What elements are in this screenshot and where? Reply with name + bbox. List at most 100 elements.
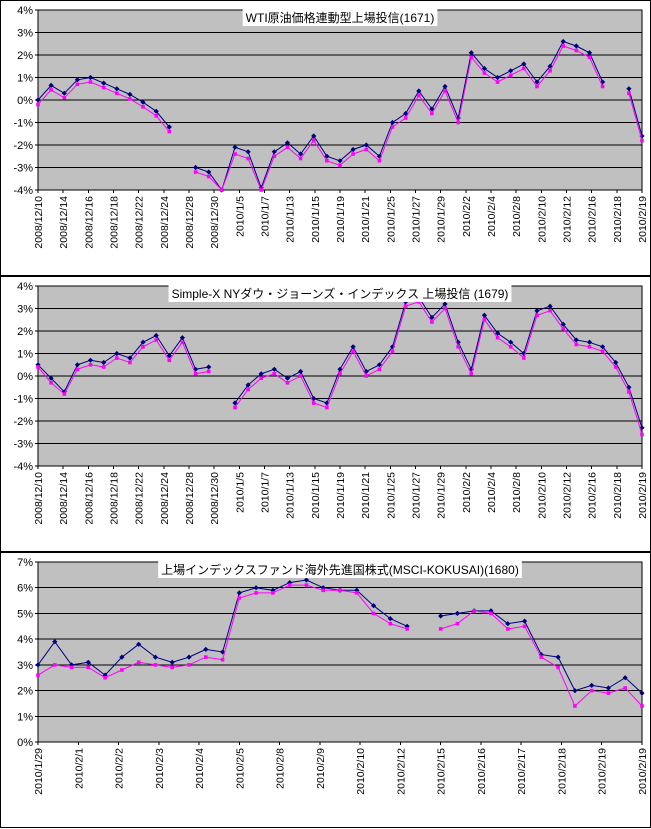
series-marker-diamond (376, 362, 382, 368)
y-tick-label: 3% (17, 660, 33, 672)
x-tick-label: 2010/1/15 (310, 196, 322, 243)
series-marker-square (482, 71, 487, 75)
y-tick-label: 0% (17, 95, 33, 107)
series-marker-square (417, 93, 421, 98)
series-marker-square (522, 66, 526, 71)
y-tick-label: -4% (13, 461, 33, 473)
x-tick-label: 2010/2/1 (73, 748, 85, 789)
series-marker-square (101, 365, 106, 369)
y-tick-label: 4% (17, 281, 33, 293)
series-marker-square (298, 374, 303, 378)
x-tick-label: 2010/1/29 (436, 472, 448, 519)
series-marker-square (36, 365, 40, 369)
y-tick-label: 4% (17, 634, 33, 646)
series-marker-diamond (495, 74, 501, 81)
y-tick-label: -3% (13, 163, 33, 175)
series-marker-square (36, 673, 40, 677)
series-marker-diamond (573, 337, 579, 343)
series-marker-square (49, 88, 53, 92)
y-tick-label: -3% (13, 439, 33, 451)
series-line (195, 40, 604, 192)
series-marker-square (613, 365, 618, 369)
series-marker-diamond (311, 133, 317, 139)
series-marker-square (351, 349, 355, 354)
series-2 (36, 44, 644, 192)
series-marker-square (600, 349, 605, 354)
series-marker-diamond (140, 339, 146, 345)
y-tick-label: 1% (17, 349, 33, 361)
chart-title-bg (242, 9, 438, 26)
x-tick-label: 2008/12/22 (134, 196, 146, 249)
series-marker-square (285, 145, 290, 149)
series-marker-square (101, 85, 106, 90)
series-marker-square (204, 655, 208, 659)
y-tick-label: 2% (17, 50, 33, 62)
series-marker-square (206, 174, 211, 179)
y-tick-label: 2% (17, 686, 33, 698)
x-tick-label: 2010/1/5 (234, 472, 246, 513)
series-marker-square (170, 665, 174, 670)
y-tick-label: 3% (17, 304, 33, 316)
x-tick-label: 2010/2/16 (587, 196, 599, 243)
series-marker-square (443, 306, 447, 311)
x-tick-label: 2010/2/8 (511, 196, 523, 237)
series-marker-square (53, 663, 57, 667)
series-marker-square (233, 405, 237, 410)
series-marker-diamond (573, 43, 579, 49)
x-tick-label: 2010/2/4 (194, 748, 206, 789)
x-tick-label: 2010/2/16 (476, 748, 488, 795)
series-marker-square (587, 55, 592, 60)
series-marker-square (574, 342, 579, 347)
series-line (234, 296, 643, 428)
series-marker-square (508, 345, 513, 349)
series-marker-square (495, 80, 500, 84)
series-marker-square (325, 158, 329, 163)
x-tick-label: 2010/2/12 (395, 748, 407, 795)
series-marker-diamond (600, 79, 606, 85)
series-marker-square (623, 686, 627, 690)
x-tick-label: 2008/12/18 (109, 196, 121, 249)
x-tick-label: 2008/12/28 (184, 196, 196, 249)
series-marker-diamond (193, 164, 199, 171)
series-marker-square (69, 665, 74, 670)
series-marker-diamond (114, 350, 120, 357)
series-marker-square (522, 356, 526, 360)
x-tick-label: 2008/12/22 (134, 472, 146, 525)
series-marker-square (75, 367, 80, 372)
series-marker-square (390, 349, 395, 354)
series-line (37, 334, 209, 393)
x-tick-label: 2010/2/4 (486, 472, 498, 513)
series-marker-square (154, 338, 158, 342)
series-marker-square (271, 591, 275, 595)
series-marker-square (472, 609, 476, 613)
series-marker-square (115, 91, 119, 96)
series-marker-square (351, 152, 355, 156)
series-line (195, 45, 604, 192)
series-marker-square (443, 89, 447, 93)
series-marker-square (325, 405, 329, 410)
series-marker-square (627, 91, 631, 96)
x-tick-label: 2010/2/18 (612, 472, 624, 519)
series-marker-square (522, 624, 527, 629)
series-marker-square (246, 156, 250, 161)
x-tick-label: 2010/1/13 (285, 472, 297, 519)
series-marker-diamond (508, 339, 514, 345)
series-marker-square (115, 356, 119, 360)
series-marker-square (548, 69, 552, 73)
x-tick-label: 2010/2/19 (637, 196, 649, 243)
chart-title-bg (158, 561, 522, 578)
series-marker-diamond (101, 359, 107, 366)
series-marker-diamond (85, 659, 91, 665)
series-marker-square (355, 591, 359, 595)
x-tick-label: 2010/2/17 (516, 748, 528, 795)
x-tick-label: 2010/1/5 (234, 196, 246, 237)
series-marker-square (640, 432, 644, 437)
chart-title: 上場インデックスファンド海外先進国株式(MSCI-KOKUSAI)(1680) (161, 562, 519, 577)
series-marker-square (482, 318, 487, 322)
x-tick-label: 2008/12/24 (159, 196, 171, 249)
series-marker-square (573, 704, 577, 708)
x-tick-label: 2010/1/19 (335, 472, 347, 519)
series-marker-square (627, 390, 631, 394)
x-axis: 2008/12/10 2008/12/14 2008/12/16 2008/12/18… (33, 466, 649, 525)
